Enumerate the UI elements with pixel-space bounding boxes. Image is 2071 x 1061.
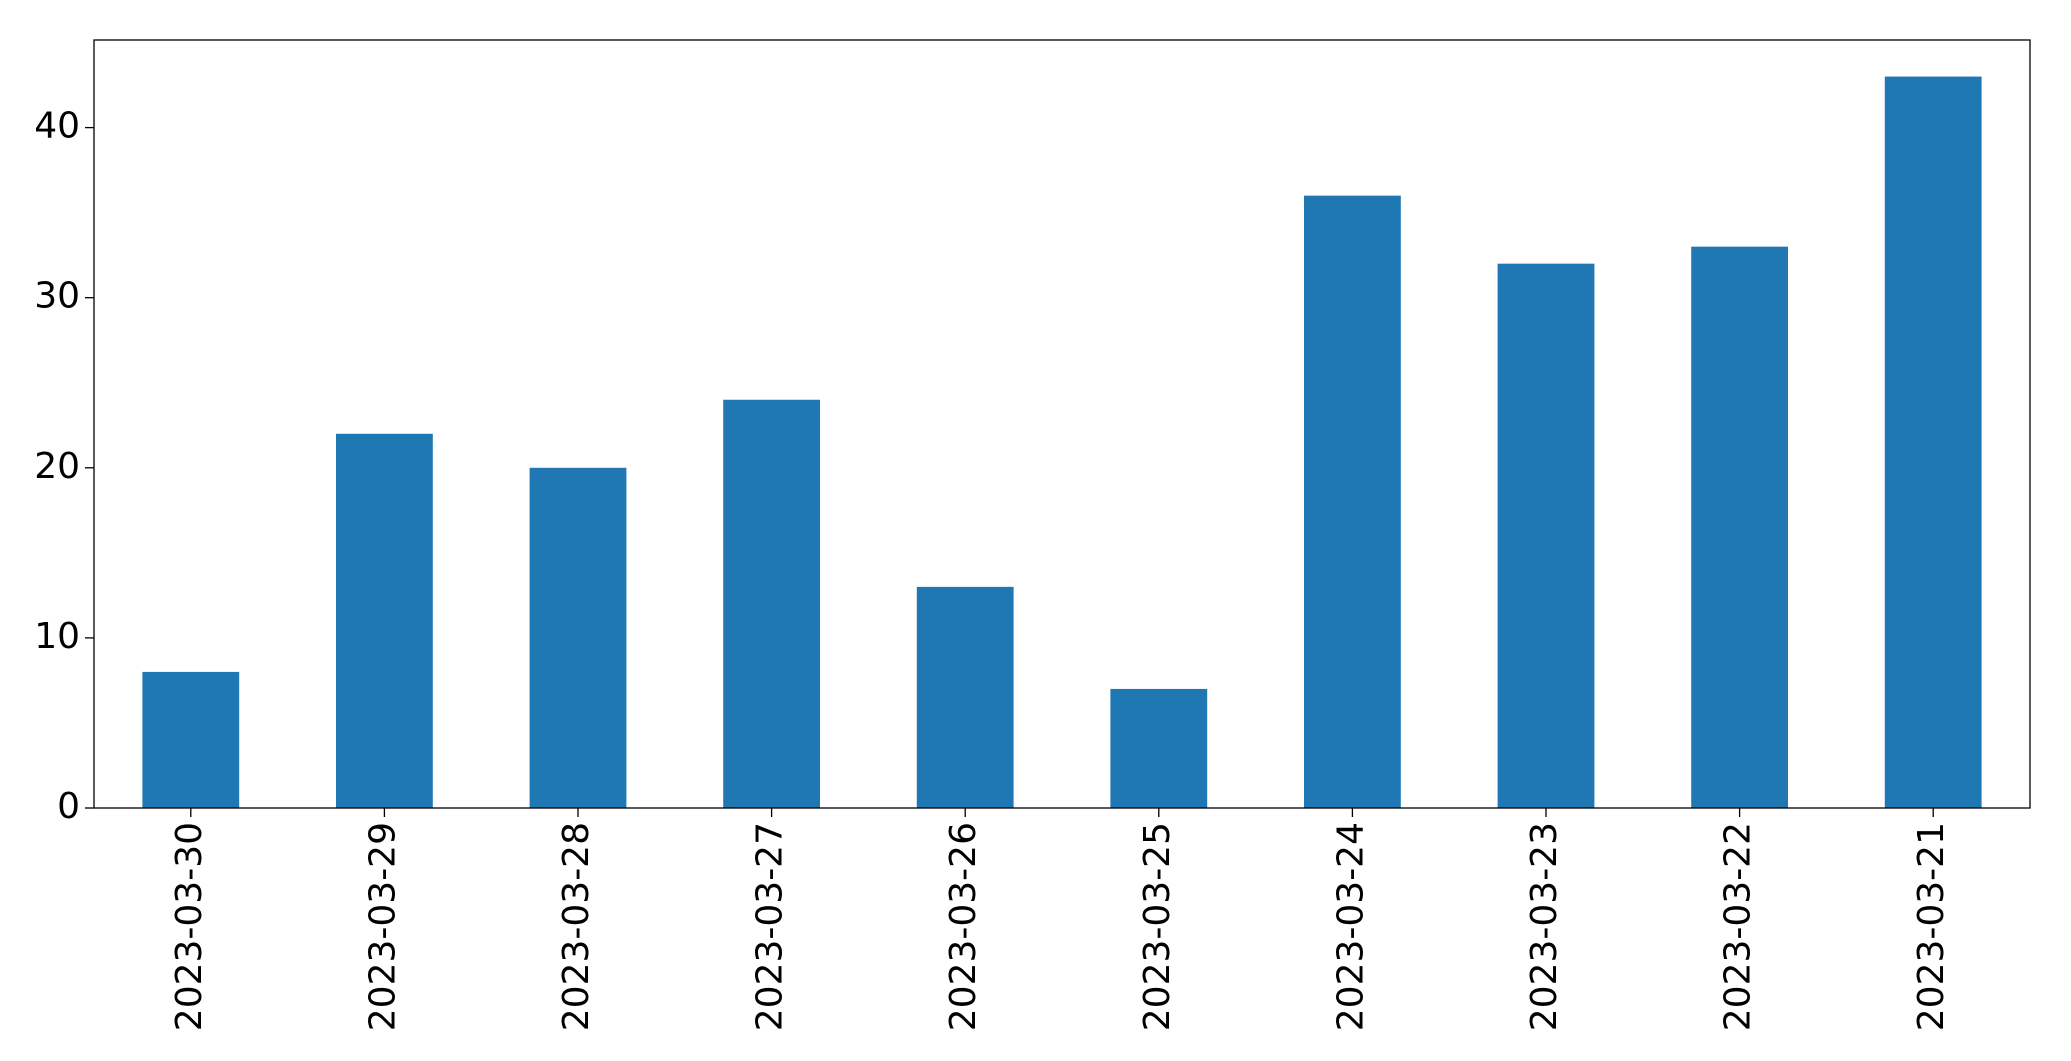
plot-frame — [93, 39, 2031, 809]
bar — [1110, 688, 1208, 808]
y-tick-label: 10 — [34, 616, 80, 657]
x-tick-label: 2023-03-24 — [1330, 822, 1371, 1031]
x-tick-label: 2023-03-21 — [1911, 822, 1952, 1031]
x-tick-label: 2023-03-23 — [1524, 822, 1565, 1031]
x-tick-label: 2023-03-29 — [362, 822, 403, 1031]
y-tick-label: 30 — [34, 276, 80, 317]
x-tick-label: 2023-03-27 — [750, 822, 791, 1031]
bar — [1884, 76, 1982, 809]
bar — [336, 433, 433, 808]
bar — [1691, 246, 1788, 809]
x-tick-label: 2023-03-22 — [1718, 822, 1759, 1031]
x-tick-label: 2023-03-26 — [943, 822, 984, 1031]
bar — [723, 399, 820, 808]
y-tick-label: 20 — [34, 446, 80, 487]
x-tick-label: 2023-03-30 — [169, 822, 210, 1031]
bar — [1497, 263, 1595, 809]
x-tick-label: 2023-03-25 — [1137, 822, 1178, 1031]
bar — [529, 467, 627, 808]
y-tick-label: 40 — [34, 106, 80, 147]
bar — [142, 671, 240, 808]
bar — [1304, 195, 1401, 809]
y-tick-label: 0 — [57, 786, 80, 827]
bar — [916, 586, 1014, 808]
x-tick-label: 2023-03-28 — [556, 822, 597, 1031]
